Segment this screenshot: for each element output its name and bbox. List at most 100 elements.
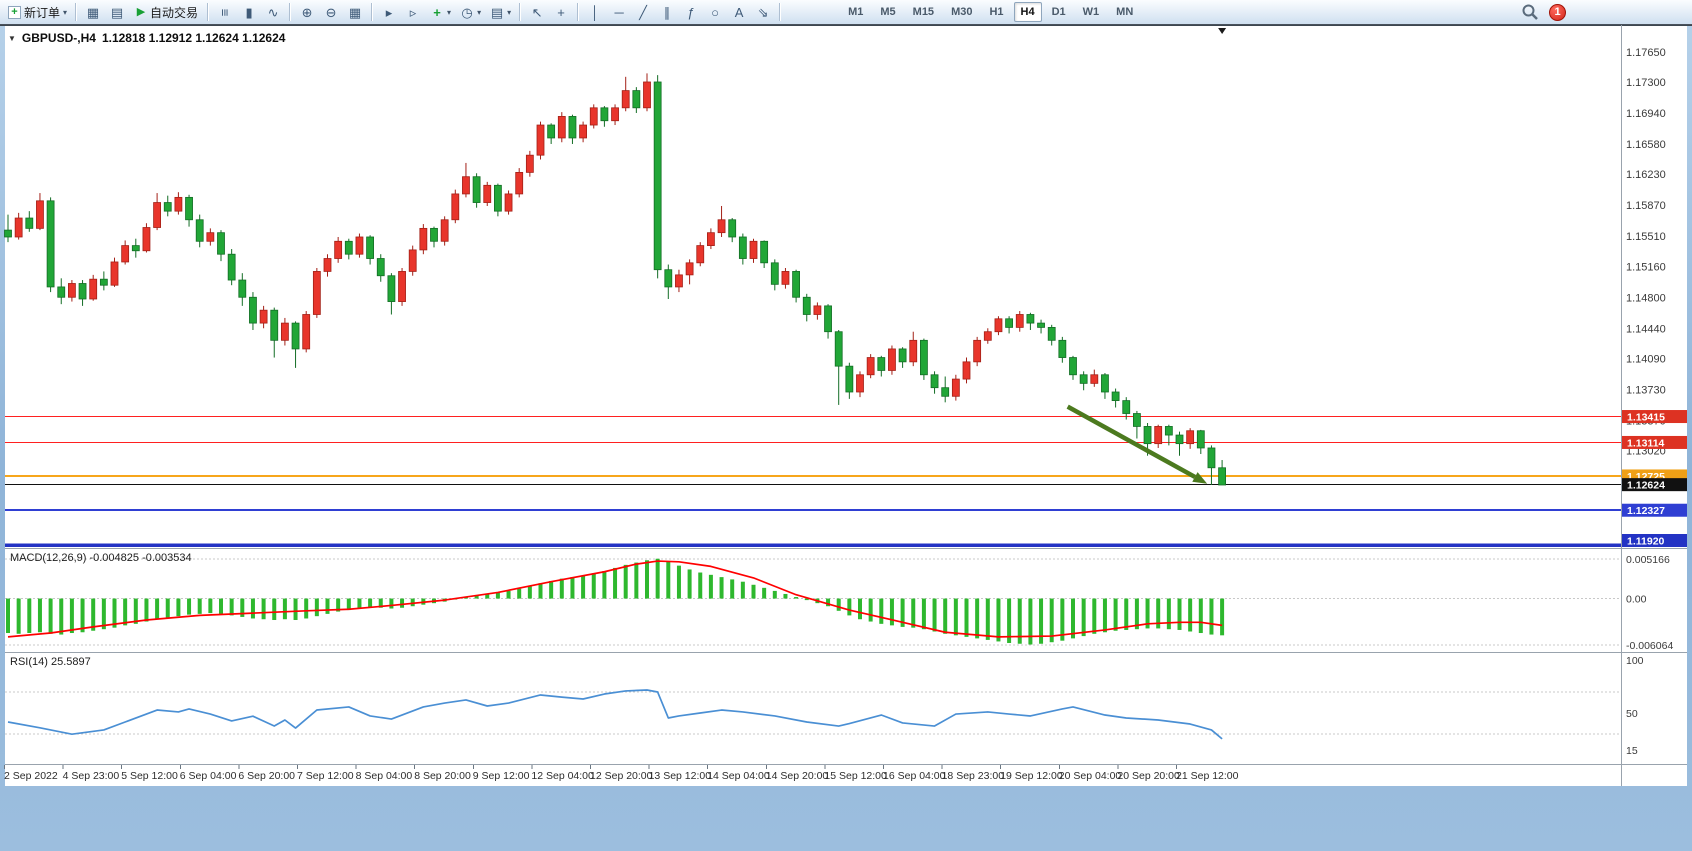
templates-button[interactable]: ▤ ▾: [485, 2, 515, 23]
periods-button[interactable]: ◷ ▾: [455, 2, 485, 23]
candles-layer: [4, 73, 1226, 486]
svg-text:6 Sep 04:00: 6 Sep 04:00: [180, 770, 237, 782]
toolbar-separator: [577, 3, 580, 21]
timeframe-m1-button[interactable]: M1: [848, 6, 864, 18]
new-order-icon: [8, 5, 21, 19]
timeframe-m15-button[interactable]: M15: [912, 6, 935, 18]
svg-text:15 Sep 12:00: 15 Sep 12:00: [824, 770, 887, 782]
zoom-in-icon: ⊕: [301, 4, 313, 20]
trend-arrow-annotation[interactable]: [1066, 404, 1208, 484]
svg-text:13 Sep 12:00: 13 Sep 12:00: [649, 770, 712, 782]
timeframe-d1-button[interactable]: D1: [1051, 6, 1066, 18]
zoom-out-button[interactable]: ⊖: [319, 2, 343, 23]
auto-scroll-icon: ▸: [385, 4, 393, 20]
svg-text:1.16230: 1.16230: [1626, 169, 1666, 181]
line-chart-button[interactable]: ∿: [261, 2, 285, 23]
search-icon[interactable]: [1521, 3, 1539, 21]
svg-text:50: 50: [1626, 708, 1638, 720]
tile-windows-icon: ▦: [348, 4, 362, 20]
svg-text:21 Sep 12:00: 21 Sep 12:00: [1176, 770, 1239, 782]
trendline-button[interactable]: ╱: [631, 2, 655, 23]
svg-text:1.13730: 1.13730: [1626, 384, 1666, 396]
svg-text:1.15510: 1.15510: [1626, 231, 1666, 243]
svg-text:12 Sep 04:00: 12 Sep 04:00: [531, 770, 594, 782]
auto-scroll-button[interactable]: ▸: [377, 2, 401, 23]
timeframe-m5-button[interactable]: M5: [880, 6, 896, 18]
vertical-line-icon: │: [591, 4, 600, 20]
chart-shift-button[interactable]: ▹: [401, 2, 425, 23]
crosshair-button[interactable]: +: [549, 2, 573, 23]
panel-backgrounds: [5, 25, 1687, 786]
svg-text:1.11920: 1.11920: [1627, 536, 1665, 548]
auto-trading-button[interactable]: ▶ 自动交易: [129, 2, 203, 23]
time-axis[interactable]: 2 Sep 2022 4 Sep 23:00 5 Sep 12:00 6 Sep 04…: [4, 765, 1239, 782]
navigator-icon: ▤: [110, 4, 124, 20]
toolbar-separator: [519, 3, 522, 21]
auto-trading-label: 自动交易: [150, 5, 199, 20]
svg-text:12 Sep 20:00: 12 Sep 20:00: [590, 770, 653, 782]
macd-label: MACD(12,26,9) -0.004825 -0.003534: [10, 552, 192, 564]
navigator-button[interactable]: ▤: [105, 2, 129, 23]
chevron-down-icon: ▾: [507, 7, 512, 17]
svg-text:2 Sep 2022: 2 Sep 2022: [4, 770, 58, 782]
svg-text:1.15160: 1.15160: [1626, 261, 1666, 273]
svg-text:1.15870: 1.15870: [1626, 200, 1666, 212]
svg-text:14 Sep 04:00: 14 Sep 04:00: [707, 770, 770, 782]
tile-windows-button[interactable]: ▦: [343, 2, 367, 23]
toolbar-group-panels: ▦ ▤: [81, 2, 129, 23]
chart-title: ▼ GBPUSD-,H4 1.12818 1.12912 1.12624 1.1…: [8, 31, 285, 45]
market-watch-button[interactable]: ▦: [81, 2, 105, 23]
equidistant-channel-button[interactable]: ∥: [655, 2, 679, 23]
svg-text:4 Sep 23:00: 4 Sep 23:00: [63, 770, 120, 782]
main-toolbar: 新订单 ▾ ▦▤ ▶ 自动交易 ≡▮∿ ⊕⊖▦ ▸▹+▾◷▾▤▾ ↖+ │─╱∥…: [0, 0, 1692, 25]
svg-text:19 Sep 12:00: 19 Sep 12:00: [1000, 770, 1063, 782]
svg-text:15: 15: [1626, 745, 1638, 757]
chart-shift-marker[interactable]: [1218, 28, 1227, 34]
toolbar-separator: [289, 3, 292, 21]
svg-text:1.17300: 1.17300: [1626, 77, 1666, 89]
horizontal-lines[interactable]: [5, 415, 1621, 548]
svg-text:1.12327: 1.12327: [1627, 505, 1665, 517]
cursor-button[interactable]: ↖: [525, 2, 549, 23]
svg-text:-0.006064: -0.006064: [1626, 640, 1673, 652]
timeframe-h4-button[interactable]: H4: [1013, 2, 1042, 22]
svg-text:20 Sep 20:00: 20 Sep 20:00: [1117, 770, 1180, 782]
vertical-line-button[interactable]: │: [583, 2, 607, 23]
candlestick-chart-icon: ▮: [245, 4, 253, 20]
timeframe-mn-button[interactable]: MN: [1116, 6, 1134, 18]
svg-text:1.16940: 1.16940: [1626, 108, 1666, 120]
indicators-button[interactable]: + ▾: [425, 2, 455, 23]
bar-chart-button[interactable]: ≡: [213, 2, 237, 23]
text-button[interactable]: A: [727, 2, 751, 23]
zoom-in-button[interactable]: ⊕: [295, 2, 319, 23]
bar-chart-icon: ≡: [217, 8, 233, 16]
periods-icon: ◷: [461, 4, 473, 20]
toolbar-group-chart-types: ≡ ▮ ∿: [213, 2, 285, 23]
fibonacci-icon: ƒ: [687, 4, 695, 20]
ohlc-values: 1.12818 1.12912 1.12624 1.12624: [101, 31, 286, 45]
fibonacci-button[interactable]: ƒ: [679, 2, 703, 23]
new-order-button[interactable]: 新订单 ▾: [4, 2, 71, 23]
price-axis[interactable]: 1.17650 1.17300 1.16940 1.16580 1.16230 1.158…: [1626, 47, 1666, 458]
ellipse-button[interactable]: ○: [703, 2, 727, 23]
collapse-caret-icon[interactable]: ▼: [8, 33, 16, 43]
svg-text:8 Sep 04:00: 8 Sep 04:00: [356, 770, 413, 782]
notification-badge[interactable]: 1: [1549, 3, 1566, 21]
timeframe-h1-button[interactable]: H1: [989, 6, 1004, 18]
arrows-button[interactable]: ⇘: [751, 2, 775, 23]
cursor-icon: ↖: [531, 4, 543, 20]
horizontal-line-button[interactable]: ─: [607, 2, 631, 23]
svg-text:1.16580: 1.16580: [1626, 139, 1666, 151]
svg-text:5 Sep 12:00: 5 Sep 12:00: [121, 770, 178, 782]
svg-text:7 Sep 12:00: 7 Sep 12:00: [297, 770, 354, 782]
timeframe-w1-button[interactable]: W1: [1082, 6, 1100, 18]
timeframe-m30-button[interactable]: M30: [951, 6, 973, 18]
svg-text:1.14440: 1.14440: [1626, 323, 1666, 335]
rsi-panel: 100 50 15: [5, 655, 1644, 757]
svg-text:1.12624: 1.12624: [1627, 480, 1665, 492]
arrows-icon: ⇘: [757, 4, 769, 20]
candlestick-chart-button[interactable]: ▮: [237, 2, 261, 23]
toolbar-right-section: 1: [1521, 3, 1686, 21]
toolbar-group-zoom: ⊕ ⊖ ▦: [295, 2, 367, 23]
